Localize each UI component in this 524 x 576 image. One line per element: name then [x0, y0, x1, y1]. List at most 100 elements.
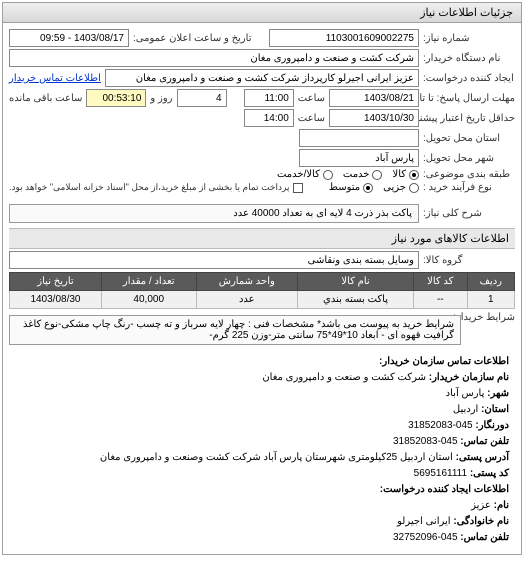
- contact-link[interactable]: اطلاعات تماس خریدار: [9, 73, 101, 84]
- desc-title-label: شرح کلی نیاز:: [423, 208, 515, 219]
- table-header: نام کالا: [298, 273, 414, 291]
- tel-value: 045-31852083: [393, 436, 458, 447]
- goods-section-title: اطلاعات کالاهای مورد نیاز: [9, 228, 515, 249]
- addr-label: آدرس پستی:: [456, 452, 509, 463]
- buy-type-label: نوع فرآیند خرید :: [423, 182, 515, 193]
- days-label: روز و: [150, 93, 172, 104]
- radio-motevaset-label: متوسط: [329, 182, 360, 193]
- remain-label: ساعت باقی مانده: [9, 93, 82, 104]
- req-no-field: 1103001609002275: [269, 29, 419, 47]
- note-checkbox[interactable]: [293, 183, 303, 193]
- table-cell: پاکت بسته بندي: [298, 291, 414, 309]
- creator-label: ایجاد کننده درخواست:: [423, 73, 515, 84]
- radio-kala-label: کالا: [392, 169, 406, 180]
- creator-field: عزیز ایرانی اجیرلو کارپرداز شرکت کشت و ص…: [105, 69, 419, 87]
- province-label: استان محل تحویل:: [423, 133, 515, 144]
- delivery-time-label: ساعت: [298, 113, 325, 124]
- table-header: تعداد / مقدار: [101, 273, 196, 291]
- device-field: شرکت کشت و صنعت و دامپروری مغان: [9, 49, 419, 67]
- radio-kala-khedmat-label: کالا/خدمت: [277, 169, 320, 180]
- radio-khedmat-label: خدمت: [343, 169, 370, 180]
- table-cell: عدد: [196, 291, 298, 309]
- province-field: [299, 129, 419, 147]
- row-city: شهر محل تحویل: پارس آباد: [9, 149, 515, 167]
- table-cell: --: [413, 291, 467, 309]
- details-panel: جزئیات اطلاعات نیاز شماره نیاز: 11030016…: [2, 2, 522, 555]
- tel-label: تلفن تماس:: [460, 436, 509, 447]
- table-row: 1--پاکت بسته بنديعدد40,0001403/08/30: [10, 291, 515, 309]
- desc-title-box: پاکت بذر ذرت 4 لایه ای به تعداد 40000 عد…: [9, 204, 419, 223]
- remain-field: 00:53:10: [86, 89, 146, 107]
- fax-value: 045-31852083: [408, 420, 473, 431]
- post-value: 5695161111: [414, 468, 467, 479]
- delivery-time-field: 14:00: [244, 109, 294, 127]
- table-header: ردیف: [467, 273, 514, 291]
- pub-date-label: تاریخ و ساعت اعلان عمومی:: [133, 33, 252, 44]
- table-header-row: ردیفکد کالانام کالاواحد شمارشتعداد / مقد…: [10, 273, 515, 291]
- deadline-label: مهلت ارسال پاسخ: تا تاریخ:: [423, 93, 515, 104]
- table-cell: 40,000: [101, 291, 196, 309]
- tel2-value: 045-32752096: [393, 532, 458, 543]
- table-header: واحد شمارش: [196, 273, 298, 291]
- days-field: 4: [177, 89, 227, 107]
- panel-title: جزئیات اطلاعات نیاز: [3, 3, 521, 23]
- table-cell: 1: [467, 291, 514, 309]
- contact-province-value: اردبیل: [453, 404, 478, 415]
- post-label: کد پستی:: [470, 468, 509, 479]
- req-no-label: شماره نیاز:: [423, 33, 515, 44]
- row-creator: ایجاد کننده درخواست: عزیز ایرانی اجیرلو …: [9, 69, 515, 87]
- buy-radio-group: جزیی متوسط: [329, 182, 419, 193]
- name-value: عزیز: [471, 500, 491, 511]
- pack-radio-group: کالا خدمت کالا/خدمت: [277, 169, 419, 180]
- deadline-time-field: 11:00: [244, 89, 294, 107]
- row-conditions: شرایط خریدار: شرایط خرید به پیوست می باش…: [9, 312, 515, 348]
- delivery-date-field: 1403/10/30: [329, 109, 419, 127]
- radio-jozi-label: جزیی: [383, 182, 406, 193]
- contact-city-value: پارس آباد: [446, 388, 485, 399]
- note-text: پرداخت تمام یا بخشی از مبلغ خرید،از محل …: [9, 182, 289, 193]
- deadline-date-field: 1403/08/21: [329, 89, 419, 107]
- req-creator-section: اطلاعات ایجاد کننده درخواست:: [380, 484, 509, 495]
- city-label: شهر محل تحویل:: [423, 153, 515, 164]
- table-cell: 1403/08/30: [10, 291, 102, 309]
- family-value: ایرانی اجیرلو: [397, 516, 450, 527]
- deadline-time-label: ساعت: [298, 93, 325, 104]
- row-device: نام دستگاه خریدار: شرکت کشت و صنعت و دام…: [9, 49, 515, 67]
- org-value: شرکت کشت و صنعت و دامپروری مغان: [262, 372, 426, 383]
- table-header: کد کالا: [413, 273, 467, 291]
- delivery-until-label: حداقل تاریخ اعتبار پیشنهاد: تا تاریخ:: [423, 113, 515, 124]
- items-table: ردیفکد کالانام کالاواحد شمارشتعداد / مقد…: [9, 272, 515, 309]
- tel2-label: تلفن تماس:: [460, 532, 509, 543]
- table-header: تاریخ نیاز: [10, 273, 102, 291]
- row-pack: طبقه بندی موضوعی: کالا خدمت کالا/خدمت: [9, 169, 515, 180]
- city-field: پارس آباد: [299, 149, 419, 167]
- row-buy-type: نوع فرآیند خرید : جزیی متوسط پرداخت تمام…: [9, 182, 515, 193]
- row-delivery: حداقل تاریخ اعتبار پیشنهاد: تا تاریخ: 14…: [9, 109, 515, 127]
- pack-label: طبقه بندی موضوعی:: [423, 169, 515, 180]
- row-deadline: مهلت ارسال پاسخ: تا تاریخ: 1403/08/21 سا…: [9, 89, 515, 107]
- fax-label: دورنگار:: [475, 420, 509, 431]
- contact-section: اطلاعات تماس سازمان خریدار:: [379, 356, 509, 367]
- radio-kala-khedmat[interactable]: کالا/خدمت: [277, 169, 333, 180]
- pub-date-field: 1403/08/17 - 09:59: [9, 29, 129, 47]
- addr-value: استان اردبیل 25کیلومتری شهرستان پارس آبا…: [100, 452, 453, 463]
- conditions-label: شرایط خریدار:: [465, 312, 515, 323]
- name-label: نام:: [494, 500, 509, 511]
- device-label: نام دستگاه خریدار:: [423, 53, 515, 64]
- conditions-box: شرایط خرید به پیوست می باشد* مشخصات فنی …: [9, 315, 461, 345]
- contact-province-label: استان:: [481, 404, 509, 415]
- org-label: نام سازمان خریدار:: [429, 372, 509, 383]
- row-desc-title: شرح کلی نیاز: پاکت بذر ذرت 4 لایه ای به …: [9, 201, 515, 226]
- row-group: گروه کالا: وسایل بسته بندی ونقاشی: [9, 251, 515, 269]
- radio-jozi[interactable]: جزیی: [383, 182, 419, 193]
- radio-motevaset[interactable]: متوسط: [329, 182, 373, 193]
- radio-kala[interactable]: کالا: [392, 169, 419, 180]
- family-label: نام خانوادگی:: [453, 516, 509, 527]
- row-province: استان محل تحویل:: [9, 129, 515, 147]
- contact-block: اطلاعات تماس سازمان خریدار: نام سازمان خ…: [9, 350, 515, 550]
- group-field: وسایل بسته بندی ونقاشی: [9, 251, 419, 269]
- radio-khedmat[interactable]: خدمت: [343, 169, 383, 180]
- contact-city-label: شهر:: [487, 388, 509, 399]
- row-req-no: شماره نیاز: 1103001609002275 تاریخ و ساع…: [9, 29, 515, 47]
- group-label: گروه کالا:: [423, 255, 515, 266]
